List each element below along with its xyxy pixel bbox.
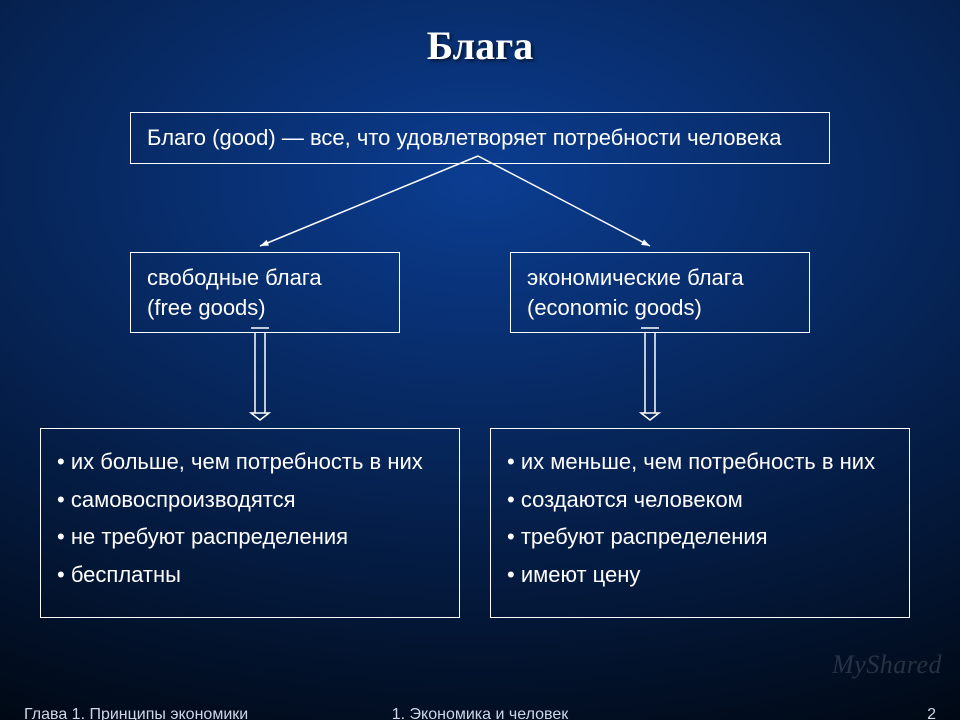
list-item: имеют цену — [507, 560, 893, 590]
free-goods-box: свободные блага (free goods) — [130, 252, 400, 333]
free-goods-line1: свободные блага — [147, 263, 383, 293]
free-goods-details-box: их больше, чем потребность в них самовосп… — [40, 428, 460, 618]
list-item: их больше, чем потребность в них — [57, 447, 443, 477]
slide: Блага Благо (good) — все, что удовлетвор… — [0, 0, 960, 720]
economic-goods-box: экономические блага (economic goods) — [510, 252, 810, 333]
economic-goods-line1: экономические блага — [527, 263, 793, 293]
list-item: их меньше, чем потребность в них — [507, 447, 893, 477]
slide-title: Блага — [0, 22, 960, 69]
footer-page-number: 2 — [927, 706, 936, 720]
economic-goods-bullet-list: их меньше, чем потребность в них создаютс… — [507, 447, 893, 590]
definition-box: Благо (good) — все, что удовлетворяет по… — [130, 112, 830, 164]
economic-goods-line2: (economic goods) — [527, 293, 793, 323]
free-goods-bullet-list: их больше, чем потребность в них самовосп… — [57, 447, 443, 590]
list-item: требуют распределения — [507, 522, 893, 552]
list-item: бесплатны — [57, 560, 443, 590]
free-goods-line2: (free goods) — [147, 293, 383, 323]
list-item: самовоспроизводятся — [57, 485, 443, 515]
watermark: MyShared — [832, 650, 942, 680]
footer-section: 1. Экономика и человек — [0, 706, 960, 720]
list-item: не требуют распределения — [57, 522, 443, 552]
definition-text: Благо (good) — все, что удовлетворяет по… — [147, 125, 781, 150]
economic-goods-details-box: их меньше, чем потребность в них создаютс… — [490, 428, 910, 618]
list-item: создаются человеком — [507, 485, 893, 515]
